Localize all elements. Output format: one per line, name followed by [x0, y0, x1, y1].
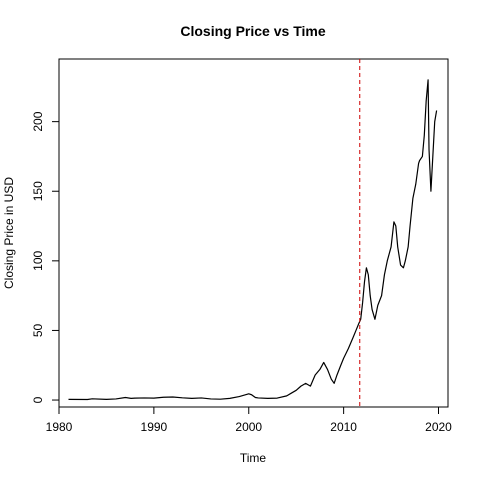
x-axis-label: Time [240, 451, 267, 465]
ticks-layer: 1980 1990 2000 2010 2020 0 50 100 150 200 [31, 111, 452, 434]
x-tick-label: 2000 [235, 420, 262, 434]
x-tick-label: 2010 [330, 420, 357, 434]
y-tick-label: 0 [31, 396, 45, 403]
chart-title: Closing Price vs Time [180, 23, 325, 39]
x-tick-label: 2020 [425, 420, 452, 434]
series-layer [68, 79, 438, 401]
x-tick-label: 1990 [141, 420, 168, 434]
series-line-1 [68, 79, 438, 401]
y-tick-label: 50 [31, 323, 45, 337]
plot-frame [58, 58, 449, 408]
y-tick-label: 150 [31, 181, 45, 201]
y-tick-label: 100 [31, 251, 45, 271]
x-tick-label: 1980 [46, 420, 73, 434]
y-axis-label: Closing Price in USD [2, 177, 16, 289]
y-tick-label: 200 [31, 111, 45, 131]
